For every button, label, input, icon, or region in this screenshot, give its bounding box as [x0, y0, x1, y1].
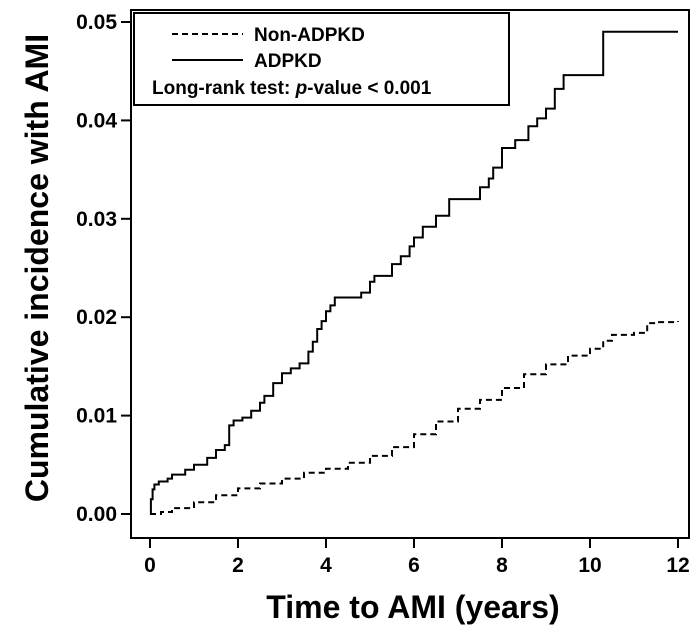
legend-box — [133, 12, 510, 106]
x-tick-label: 12 — [666, 554, 689, 577]
x-tick-label: 6 — [408, 554, 420, 577]
x-tick-label: 8 — [496, 554, 508, 577]
axes: 0 2 4 6 8 10 12 0.00 0.01 0.02 0.03 0.04 0.05 — [76, 9, 690, 577]
series-layer — [149, 30, 679, 515]
y-tick-label: 0.03 — [76, 208, 117, 231]
y-tick-label: 0.04 — [76, 109, 117, 132]
series-line-non-adpkd — [150, 321, 679, 515]
y-axis-title: Cumulative incidence with AMI — [19, 34, 55, 502]
y-tick-label: 0.05 — [76, 11, 117, 34]
x-tick-label: 0 — [144, 554, 156, 577]
x-tick-label: 10 — [578, 554, 601, 577]
legend: Non-ADPKD ADPKD Long-rank test: p-value < … — [133, 12, 510, 106]
legend-note: Long-rank test: p-value < 0.001 — [152, 78, 432, 99]
y-tick-label: 0.01 — [76, 405, 117, 428]
legend-label: ADPKD — [254, 51, 322, 72]
y-tick-label: 0.02 — [76, 306, 117, 329]
plot-frame — [130, 9, 690, 539]
x-tick-label: 4 — [320, 554, 332, 577]
x-tick-label: 2 — [232, 554, 244, 577]
series-line-adpkd — [149, 30, 678, 515]
x-axis-title: Time to AMI (years) — [266, 589, 559, 625]
legend-label: Non-ADPKD — [254, 25, 365, 46]
y-tick-label: 0.00 — [76, 503, 117, 526]
